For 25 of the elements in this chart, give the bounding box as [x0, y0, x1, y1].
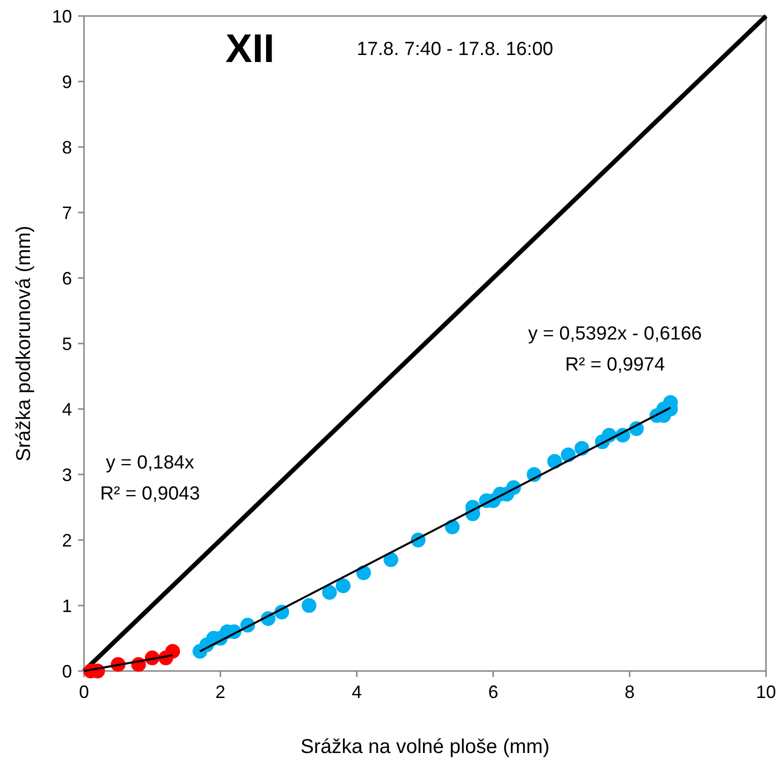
annotation: R² = 0,9974	[565, 354, 666, 376]
x-tick-label: 4	[352, 682, 362, 702]
annotation: y = 0,184x	[106, 452, 195, 474]
y-tick-label: 5	[62, 334, 72, 354]
x-axis-title: Srážka na volné ploše (mm)	[300, 736, 550, 758]
y-tick-label: 9	[62, 72, 72, 92]
text: 17.8. 7:40 - 17.8. 16:00	[356, 39, 554, 60]
x-tick-label: 6	[488, 682, 498, 702]
y-tick-label: 6	[62, 268, 72, 288]
y-tick-label: 1	[62, 596, 72, 616]
y-tick-label: 3	[62, 464, 72, 485]
chart-title: XII	[226, 27, 274, 71]
y-tick-label: 2	[62, 530, 72, 550]
y-tick-label: 10	[52, 6, 72, 26]
x-tick-label: 2	[215, 682, 226, 702]
y-tick-label: 8	[62, 137, 72, 158]
annotation: y = 0,5392x - 0,6166	[528, 324, 702, 345]
x-tick-label: 8	[624, 682, 635, 702]
y-tick-label: 0	[62, 661, 72, 682]
x-tick-label: 0	[78, 682, 90, 702]
y-axis-title: Srážka podkorunová (mm)	[13, 226, 35, 462]
y-tick-label: 4	[62, 399, 72, 420]
x-tick-label: 10	[756, 682, 776, 702]
annotation: R² = 0,9043	[100, 484, 200, 505]
y-tick-label: 7	[62, 202, 72, 223]
